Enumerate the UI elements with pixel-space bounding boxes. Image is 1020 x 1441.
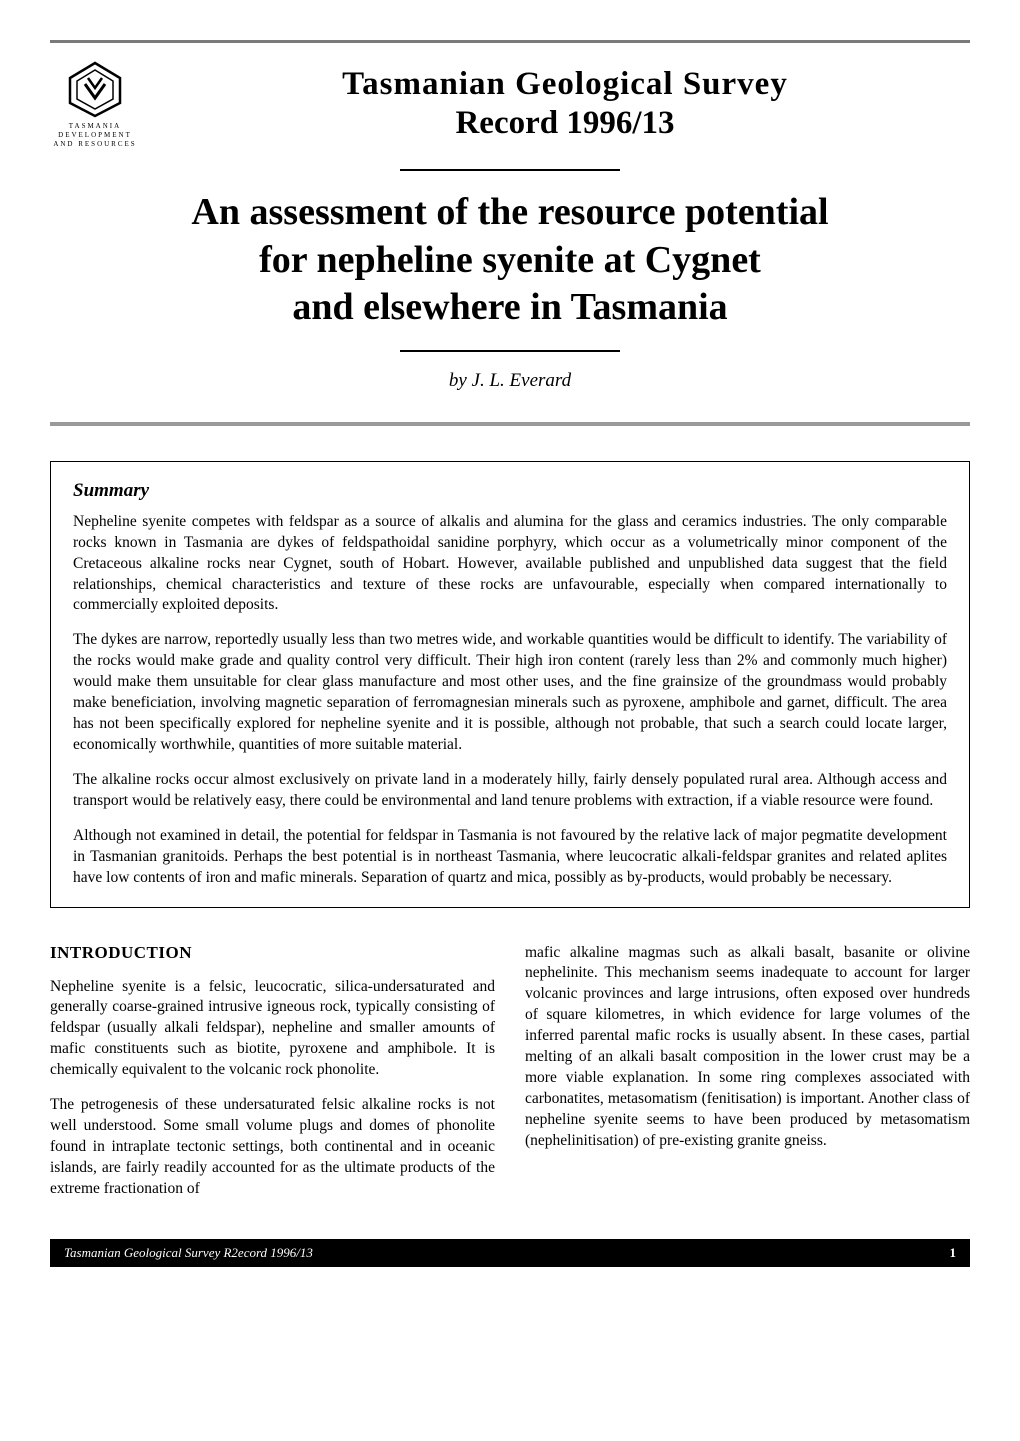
title-line3: and elsewhere in Tasmania [50, 284, 970, 332]
summary-heading: Summary [73, 480, 947, 502]
series-line1: Tasmanian Geological Survey [160, 66, 970, 103]
footer-title: Tasmanian Geological Survey R2ecord 1996… [64, 1245, 313, 1261]
footer-page: 1 [950, 1245, 957, 1261]
intro-col-right: mafic alkaline magmas such as alkali bas… [525, 943, 970, 1214]
summary-box: Summary Nepheline syenite competes with … [50, 461, 970, 908]
summary-p3: The alkaline rocks occur almost exclusiv… [73, 770, 947, 812]
tasmania-logo-icon [65, 58, 125, 118]
series-title: Tasmanian Geological Survey Record 1996/… [160, 66, 970, 142]
title-line1: An assessment of the resource potential [50, 189, 970, 237]
logo-text-line2: DEVELOPMENT [53, 131, 136, 140]
title-line2: for nepheline syenite at Cygnet [50, 237, 970, 285]
intro-heading: INTRODUCTION [50, 943, 495, 963]
summary-p2: The dykes are narrow, reportedly usually… [73, 630, 947, 756]
summary-p4: Although not examined in detail, the pot… [73, 826, 947, 889]
header-section: TASMANIA DEVELOPMENT AND RESOURCES Tasma… [50, 43, 970, 169]
title-rule-bottom [400, 350, 620, 352]
intro-section: INTRODUCTION Nepheline syenite is a fels… [50, 943, 970, 1214]
logo-text: TASMANIA DEVELOPMENT AND RESOURCES [53, 122, 136, 149]
footer-bar: Tasmanian Geological Survey R2ecord 1996… [50, 1239, 970, 1267]
author-rule [50, 422, 970, 426]
intro-col-left: INTRODUCTION Nepheline syenite is a fels… [50, 943, 495, 1214]
intro-col1-p1: Nepheline syenite is a felsic, leucocrat… [50, 977, 495, 1082]
intro-col2-p1: mafic alkaline magmas such as alkali bas… [525, 943, 970, 1152]
intro-col1-p2: The petrogenesis of these undersaturated… [50, 1095, 495, 1200]
series-line2: Record 1996/13 [160, 105, 970, 142]
logo-container: TASMANIA DEVELOPMENT AND RESOURCES [50, 58, 140, 149]
logo-text-line1: TASMANIA [53, 122, 136, 131]
main-title: An assessment of the resource potential … [50, 171, 970, 350]
summary-p1: Nepheline syenite competes with feldspar… [73, 512, 947, 617]
author: by J. L. Everard [50, 370, 970, 392]
logo-text-line3: AND RESOURCES [53, 140, 136, 149]
